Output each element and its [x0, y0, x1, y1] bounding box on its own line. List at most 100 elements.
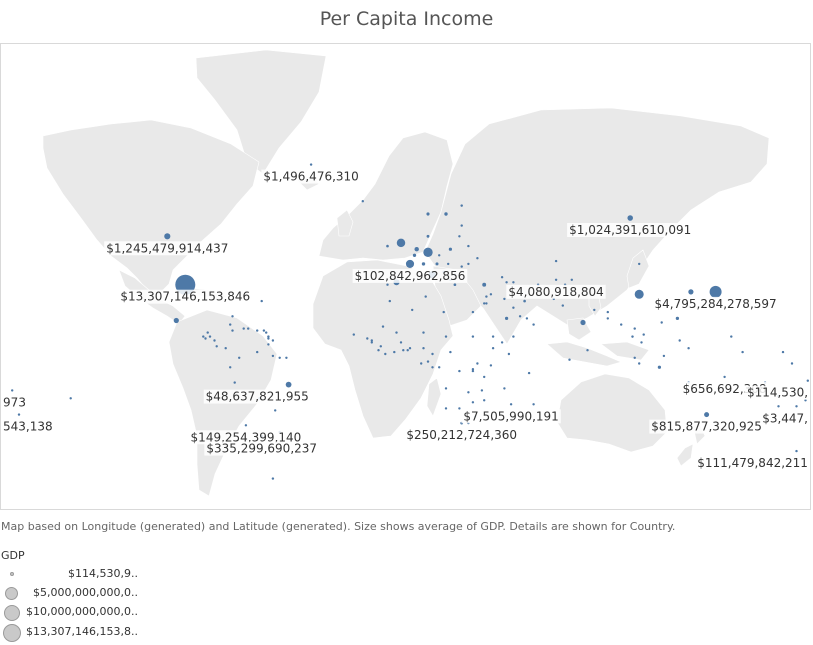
country-mark[interactable] [238, 356, 241, 359]
country-mark[interactable] [509, 403, 513, 406]
country-mark[interactable] [361, 200, 364, 203]
country-mark[interactable] [370, 341, 373, 344]
country-mark[interactable] [505, 281, 508, 284]
country-mark[interactable] [448, 247, 452, 251]
country-mark[interactable] [244, 424, 248, 427]
country-mark[interactable] [638, 262, 641, 266]
country-mark[interactable] [379, 345, 382, 348]
country-mark[interactable] [422, 347, 425, 350]
country-mark[interactable] [483, 302, 486, 305]
country-mark[interactable] [408, 347, 412, 350]
country-mark[interactable] [675, 316, 680, 321]
country-mark[interactable] [267, 343, 270, 346]
country-mark[interactable] [485, 295, 488, 298]
country-mark[interactable] [730, 335, 733, 338]
country-mark[interactable] [285, 356, 288, 359]
country-mark[interactable] [471, 335, 475, 338]
country-mark[interactable] [568, 358, 571, 361]
country-mark[interactable] [480, 389, 484, 392]
country-mark[interactable] [512, 335, 515, 338]
country-mark[interactable] [593, 308, 596, 312]
country-mark[interactable] [267, 335, 270, 338]
country-mark[interactable] [271, 339, 275, 342]
country-mark[interactable] [704, 412, 710, 418]
legend-item[interactable]: $5,000,000,000,0.. [0, 585, 160, 603]
country-mark[interactable] [422, 331, 425, 334]
country-mark[interactable] [476, 257, 479, 260]
country-mark[interactable] [678, 339, 681, 342]
country-mark[interactable] [638, 362, 641, 365]
country-mark[interactable] [723, 375, 726, 379]
country-mark[interactable] [570, 278, 573, 281]
country-mark[interactable] [500, 341, 504, 344]
country-mark[interactable] [687, 347, 690, 350]
country-mark[interactable] [633, 356, 636, 359]
country-mark[interactable] [412, 253, 417, 257]
legend-item[interactable]: $13,307,146,153,8.. [0, 624, 160, 642]
country-mark[interactable] [444, 407, 448, 410]
country-mark[interactable] [627, 215, 633, 221]
country-mark[interactable] [507, 352, 511, 356]
country-mark[interactable] [491, 335, 495, 338]
country-mark[interactable] [366, 337, 369, 340]
country-mark[interactable] [460, 265, 463, 268]
country-mark[interactable] [444, 387, 448, 390]
country-mark[interactable] [370, 339, 373, 342]
country-mark[interactable] [224, 347, 227, 350]
country-mark[interactable] [271, 354, 275, 358]
country-mark[interactable] [438, 366, 441, 369]
country-mark[interactable] [657, 365, 662, 369]
country-mark[interactable] [453, 283, 457, 287]
country-mark[interactable] [423, 247, 433, 257]
country-mark[interactable] [233, 381, 236, 384]
country-mark[interactable] [489, 364, 493, 367]
country-mark[interactable] [662, 354, 666, 358]
country-mark[interactable] [795, 449, 798, 453]
country-mark[interactable] [709, 285, 722, 298]
country-mark[interactable] [795, 405, 798, 408]
country-mark[interactable] [467, 391, 470, 394]
country-mark[interactable] [377, 349, 380, 352]
country-mark[interactable] [606, 310, 609, 314]
country-mark[interactable] [17, 413, 21, 416]
country-mark[interactable] [532, 403, 535, 406]
country-mark[interactable] [532, 323, 535, 326]
country-mark[interactable] [414, 246, 419, 252]
country-mark[interactable] [231, 315, 234, 318]
country-mark[interactable] [426, 212, 430, 216]
country-mark[interactable] [741, 350, 744, 354]
country-mark[interactable] [426, 234, 430, 238]
country-mark[interactable] [424, 295, 427, 298]
country-mark[interactable] [386, 244, 389, 248]
country-mark[interactable] [523, 299, 526, 303]
country-mark[interactable] [444, 335, 448, 338]
country-mark[interactable] [633, 327, 636, 330]
country-mark[interactable] [485, 302, 488, 305]
country-mark[interactable] [202, 335, 205, 338]
country-mark[interactable] [444, 212, 448, 216]
country-mark[interactable] [471, 310, 475, 314]
country-mark[interactable] [431, 352, 434, 356]
country-mark[interactable] [500, 276, 504, 279]
country-mark[interactable] [386, 283, 389, 286]
country-mark[interactable] [393, 350, 396, 354]
country-mark[interactable] [580, 319, 586, 326]
country-mark[interactable] [449, 350, 452, 354]
country-mark[interactable] [631, 335, 634, 338]
country-mark[interactable] [164, 233, 171, 240]
country-mark[interactable] [274, 409, 277, 412]
country-mark[interactable] [489, 293, 493, 296]
country-mark[interactable] [278, 356, 281, 359]
country-mark[interactable] [411, 308, 414, 312]
country-mark[interactable] [518, 315, 522, 318]
country-mark[interactable] [554, 278, 558, 281]
country-mark[interactable] [503, 387, 506, 390]
country-mark[interactable] [476, 362, 479, 365]
country-mark[interactable] [435, 262, 439, 266]
legend-item[interactable]: $10,000,000,000,0.. [0, 604, 160, 622]
country-mark[interactable] [458, 407, 461, 410]
country-mark[interactable] [790, 362, 794, 365]
country-mark[interactable] [640, 341, 643, 344]
country-mark[interactable] [399, 341, 403, 344]
legend-item[interactable]: $114,530,9.. [0, 566, 160, 584]
